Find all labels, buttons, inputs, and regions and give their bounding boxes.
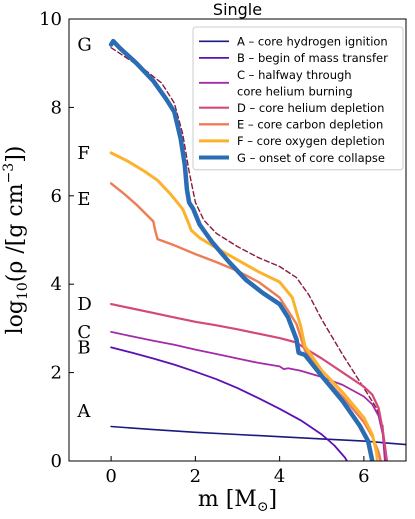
legend-label-d: D – core helium depletion xyxy=(237,101,384,115)
legend-label-b: B – begin of mass transfer xyxy=(237,51,388,65)
y-tick-label: 8 xyxy=(51,97,62,118)
y-tick-label: 2 xyxy=(51,363,62,384)
stage-label-a: A xyxy=(76,401,91,422)
stage-label-e: E xyxy=(77,189,90,210)
y-axis-label-end: ]) xyxy=(3,146,28,163)
y-tick-label: 0 xyxy=(51,451,62,472)
y-axis-label: log10(ρ /[g cm−3]) xyxy=(1,146,31,335)
ticks-layer: 0 2 4 6 0 2 4 6 8 10 xyxy=(39,9,370,487)
legend: A – core hydrogen ignition B – begin of m… xyxy=(192,26,404,171)
y-axis-label-sub: 10 xyxy=(15,282,31,300)
chart-title: Single xyxy=(213,0,262,19)
legend-label-f: F – core oxygen depletion xyxy=(237,134,385,148)
series-line-f xyxy=(109,151,379,461)
x-tick-label: 0 xyxy=(105,466,116,487)
plot-frame xyxy=(68,18,407,462)
y-tick-label: 4 xyxy=(51,274,62,295)
legend-label-e: E – core carbon depletion xyxy=(237,118,383,132)
stage-label-b: B xyxy=(77,337,90,358)
series-line-g xyxy=(108,38,375,461)
series-line-e xyxy=(109,182,382,461)
y-tick-label: 10 xyxy=(39,9,62,30)
legend-label-a: A – core hydrogen ignition xyxy=(237,35,388,49)
reference-dashed-line xyxy=(110,47,387,461)
series-line-c xyxy=(110,331,386,461)
x-tick-label: 4 xyxy=(274,466,285,487)
x-axis-label-main: m [M xyxy=(198,487,257,512)
x-axis-label: m [M⊙] xyxy=(198,487,277,515)
series-line-a xyxy=(110,425,406,446)
stage-label-d: D xyxy=(77,294,91,315)
stage-label-g: G xyxy=(77,35,91,56)
series-lines-layer xyxy=(108,38,406,461)
legend-box xyxy=(192,26,404,171)
legend-label-c: core helium burning xyxy=(237,84,353,98)
stage-label-c: C xyxy=(77,322,91,343)
series-line-d xyxy=(110,303,389,461)
legend-label-c: C – halfway through xyxy=(237,68,352,82)
y-axis-label-body: (ρ /[g cm xyxy=(3,183,28,282)
stage-labels-layer: A BCD E F G xyxy=(76,35,91,422)
stage-label-f: F xyxy=(77,143,90,164)
legend-label-g: G – onset of core collapse xyxy=(237,151,385,165)
x-axis-label-end: ] xyxy=(269,487,278,512)
y-axis-label-prefix: log xyxy=(3,300,28,334)
y-tick-label: 6 xyxy=(51,186,62,207)
x-tick-label: 6 xyxy=(358,466,369,487)
series-line-b xyxy=(110,346,348,461)
x-tick-label: 2 xyxy=(190,466,201,487)
y-axis-label-sup: −3 xyxy=(1,163,17,184)
x-axis-label-sub: ⊙ xyxy=(257,499,269,515)
